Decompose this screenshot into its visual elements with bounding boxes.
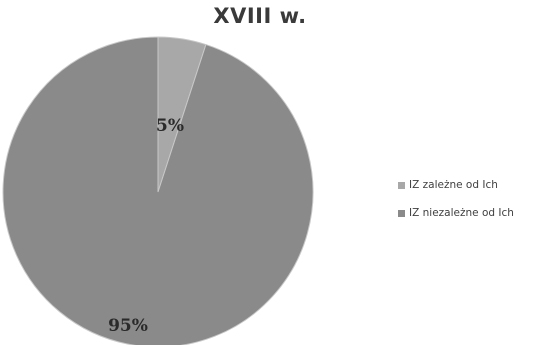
- pie-slice-independent[interactable]: [2, 36, 314, 345]
- chart-title: XVIII w.: [213, 4, 307, 28]
- legend-item-independent[interactable]: IZ niezależne od Ich: [398, 203, 514, 223]
- data-label-dependent: 5%: [156, 116, 184, 136]
- legend: IZ zależne od Ich IZ niezależne od Ich: [398, 175, 514, 231]
- legend-swatch-dependent: [398, 181, 405, 189]
- legend-label-dependent: IZ zależne od Ich: [409, 179, 498, 191]
- legend-swatch-independent: [398, 209, 405, 217]
- legend-item-dependent[interactable]: IZ zależne od Ich: [398, 175, 514, 195]
- legend-label-independent: IZ niezależne od Ich: [409, 207, 514, 219]
- data-label-independent: 95%: [108, 316, 148, 336]
